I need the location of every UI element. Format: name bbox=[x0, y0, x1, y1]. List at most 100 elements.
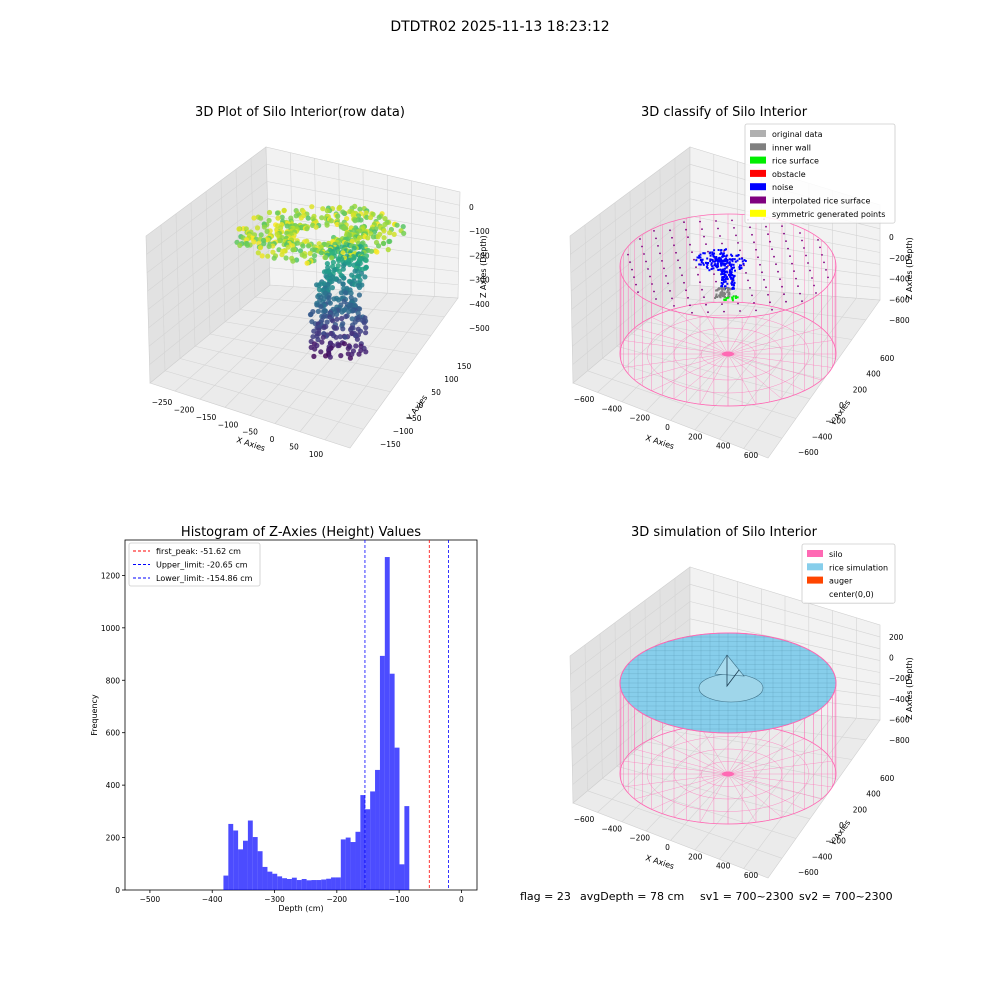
p2-wall-point bbox=[718, 294, 721, 297]
p2-gridline bbox=[570, 198, 691, 292]
p2-noise-point bbox=[699, 253, 702, 256]
histogram-y-tick-label: 800 bbox=[106, 676, 121, 685]
p1-data-point bbox=[324, 319, 330, 325]
histogram-y-tick-label: 400 bbox=[106, 781, 121, 790]
panel-simulation-zlabel: Z Axies (Depth) bbox=[905, 657, 914, 720]
p2-noise-point bbox=[706, 267, 709, 269]
p2-legend-swatch bbox=[750, 169, 766, 177]
p2-noise-point bbox=[713, 252, 715, 255]
histogram-x-tick-label: −400 bbox=[202, 895, 223, 904]
p1-data-point bbox=[270, 249, 276, 255]
p2-noise-point bbox=[708, 269, 711, 272]
p2-noise-point bbox=[733, 284, 735, 287]
p2-interp-point bbox=[715, 220, 717, 222]
p4-z-tick-label: −800 bbox=[889, 736, 910, 745]
histogram-legend-label: Lower_limit: -154.86 cm bbox=[156, 574, 253, 583]
p1-data-point bbox=[265, 253, 271, 259]
p2-noise-point bbox=[730, 263, 733, 266]
p1-data-point bbox=[302, 253, 308, 259]
p1-data-point bbox=[313, 224, 319, 230]
histogram-y-tick-label: 1000 bbox=[101, 624, 120, 633]
p2-noise-point bbox=[743, 259, 746, 262]
p2-interp-point bbox=[761, 271, 763, 274]
p2-interp-point bbox=[703, 235, 705, 238]
p2-noise-point bbox=[700, 261, 703, 264]
p2-noise-point bbox=[728, 258, 731, 261]
p1-data-point bbox=[337, 334, 343, 340]
p2-interp-point bbox=[825, 269, 827, 271]
p1-data-point bbox=[305, 243, 312, 249]
panel-classify-points bbox=[627, 218, 829, 314]
p1-data-point bbox=[364, 214, 370, 220]
p2-interp-point bbox=[791, 262, 793, 265]
p2-interp-point bbox=[715, 280, 717, 283]
p1-data-point bbox=[347, 355, 353, 361]
p2-interp-point bbox=[657, 245, 659, 247]
p4-z-tick-label: −200 bbox=[889, 674, 910, 683]
panel-simulation-title: 3D simulation of Silo Interior bbox=[631, 525, 818, 540]
p1-data-point bbox=[318, 250, 324, 256]
p1-data-point bbox=[298, 215, 304, 221]
p2-interp-point bbox=[699, 281, 701, 284]
p4-peak bbox=[714, 654, 745, 677]
histogram-bar bbox=[272, 873, 278, 890]
histogram-bar bbox=[345, 837, 351, 890]
p2-legend-label: interpolated rice surface bbox=[772, 197, 870, 206]
p4-x-tick-label: 0 bbox=[665, 843, 670, 852]
p1-data-point bbox=[266, 243, 272, 249]
p1-data-point bbox=[349, 238, 355, 245]
p2-interp-point bbox=[689, 243, 691, 246]
p2-noise-point bbox=[718, 260, 721, 263]
p4-floor-spoke bbox=[651, 773, 729, 810]
p2-interp-point bbox=[637, 291, 639, 293]
p2-noise-point bbox=[726, 259, 729, 262]
p2-noise-point bbox=[707, 262, 710, 264]
p2-interp-point bbox=[765, 225, 767, 228]
p2-rice-point bbox=[736, 296, 739, 299]
p2-noise-point bbox=[732, 286, 735, 289]
p1-x-tick-label: −100 bbox=[218, 420, 239, 429]
panel-simulation-legend: silo rice simulation auger center(0,0) bbox=[801, 543, 896, 604]
p2-noise-point bbox=[712, 260, 715, 263]
p2-interp-point bbox=[671, 236, 673, 239]
p2-interp-point bbox=[769, 301, 771, 304]
p1-gridline bbox=[146, 164, 267, 255]
p1-gridline bbox=[410, 180, 412, 295]
footer-flag: flag = 23 bbox=[520, 890, 571, 903]
p2-noise-point bbox=[713, 264, 716, 267]
p1-data-point bbox=[323, 254, 329, 261]
p1-data-point bbox=[319, 339, 325, 345]
p2-interp-point bbox=[697, 273, 699, 276]
p2-noise-point bbox=[736, 254, 739, 257]
p1-data-point bbox=[339, 309, 345, 315]
p2-noise-point bbox=[728, 263, 731, 266]
p2-legend-label: noise bbox=[772, 183, 793, 192]
p2-y-tick-label: −400 bbox=[812, 432, 833, 441]
p1-data-point bbox=[337, 268, 343, 274]
p4-y-tick-label: −400 bbox=[812, 852, 833, 861]
p1-data-point bbox=[338, 353, 344, 359]
p2-wall-point bbox=[719, 291, 722, 294]
panel-histogram: Histogram of Z-Axies (Height) Values −50… bbox=[90, 525, 478, 913]
p2-interp-point bbox=[827, 276, 829, 279]
p1-data-point bbox=[329, 255, 335, 261]
p1-data-point bbox=[370, 234, 376, 240]
histogram-legend: first_peak: -51.62 cm Upper_limit: -20.65… bbox=[128, 542, 261, 587]
p1-data-point bbox=[386, 238, 392, 245]
histogram-title: Histogram of Z-Axies (Height) Values bbox=[181, 525, 421, 540]
p1-data-point bbox=[348, 290, 354, 296]
p2-x-tick-label: 400 bbox=[716, 442, 731, 451]
histogram-bar bbox=[282, 878, 288, 890]
histogram-bar bbox=[311, 880, 317, 890]
p1-data-point bbox=[381, 240, 387, 247]
histogram-bar bbox=[375, 769, 380, 890]
histogram-bar bbox=[360, 795, 366, 890]
p2-interp-point bbox=[639, 238, 641, 240]
p2-noise-point bbox=[712, 255, 715, 258]
p1-data-point bbox=[311, 353, 317, 359]
p2-noise-point bbox=[702, 263, 705, 266]
p2-noise-point bbox=[730, 273, 733, 276]
p2-interp-point bbox=[755, 309, 757, 312]
p4-gridline bbox=[694, 714, 810, 851]
p4-y-tick-label: 600 bbox=[880, 774, 895, 783]
